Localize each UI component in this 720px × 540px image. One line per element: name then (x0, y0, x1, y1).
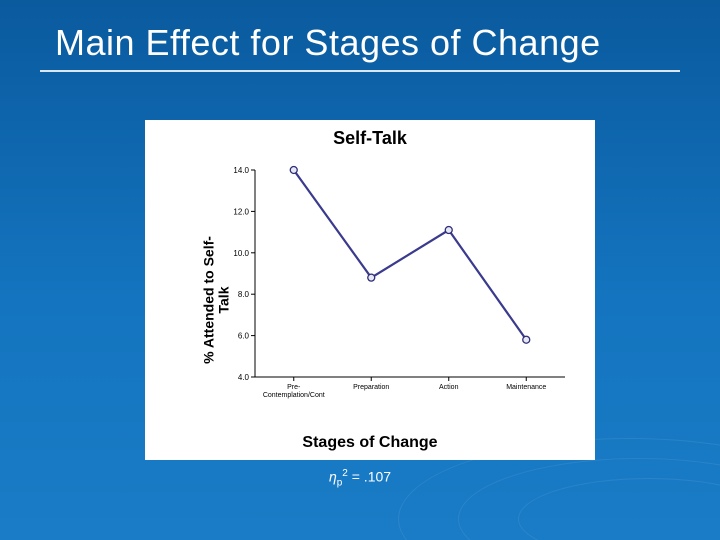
title-underline (40, 70, 680, 72)
eta-symbol: η (329, 469, 337, 485)
svg-text:6.0: 6.0 (238, 332, 250, 341)
svg-text:Action: Action (439, 384, 459, 391)
eta-value: = .107 (348, 469, 391, 485)
effect-size-caption: ηp2 = .107 (0, 468, 720, 488)
slide: Main Effect for Stages of Change Self-Ta… (0, 0, 720, 540)
svg-text:10.0: 10.0 (233, 249, 249, 258)
x-axis-label: Stages of Change (145, 434, 595, 452)
svg-text:12.0: 12.0 (233, 207, 249, 216)
svg-text:4.0: 4.0 (238, 373, 250, 382)
svg-text:8.0: 8.0 (238, 290, 250, 299)
svg-text:Maintenance: Maintenance (506, 384, 546, 391)
svg-text:14.0: 14.0 (233, 166, 249, 175)
page-title: Main Effect for Stages of Change (55, 22, 680, 64)
chart-card: Self-Talk % Attended to Self- Talk Stage… (145, 120, 595, 460)
svg-text:Pre-: Pre- (287, 384, 301, 391)
plot-area: 4.0 6.0 8.0 10.0 12.0 14.0 Pre-Contemplation/C… (225, 160, 580, 405)
line-chart-svg: 4.0 6.0 8.0 10.0 12.0 14.0 Pre-Contemplation/C… (225, 160, 580, 405)
chart-title: Self-Talk (145, 128, 595, 149)
eta-sub: p (337, 477, 343, 488)
svg-text:Contemplation/Cont: Contemplation/Cont (263, 392, 325, 399)
svg-text:Preparation: Preparation (353, 384, 389, 391)
